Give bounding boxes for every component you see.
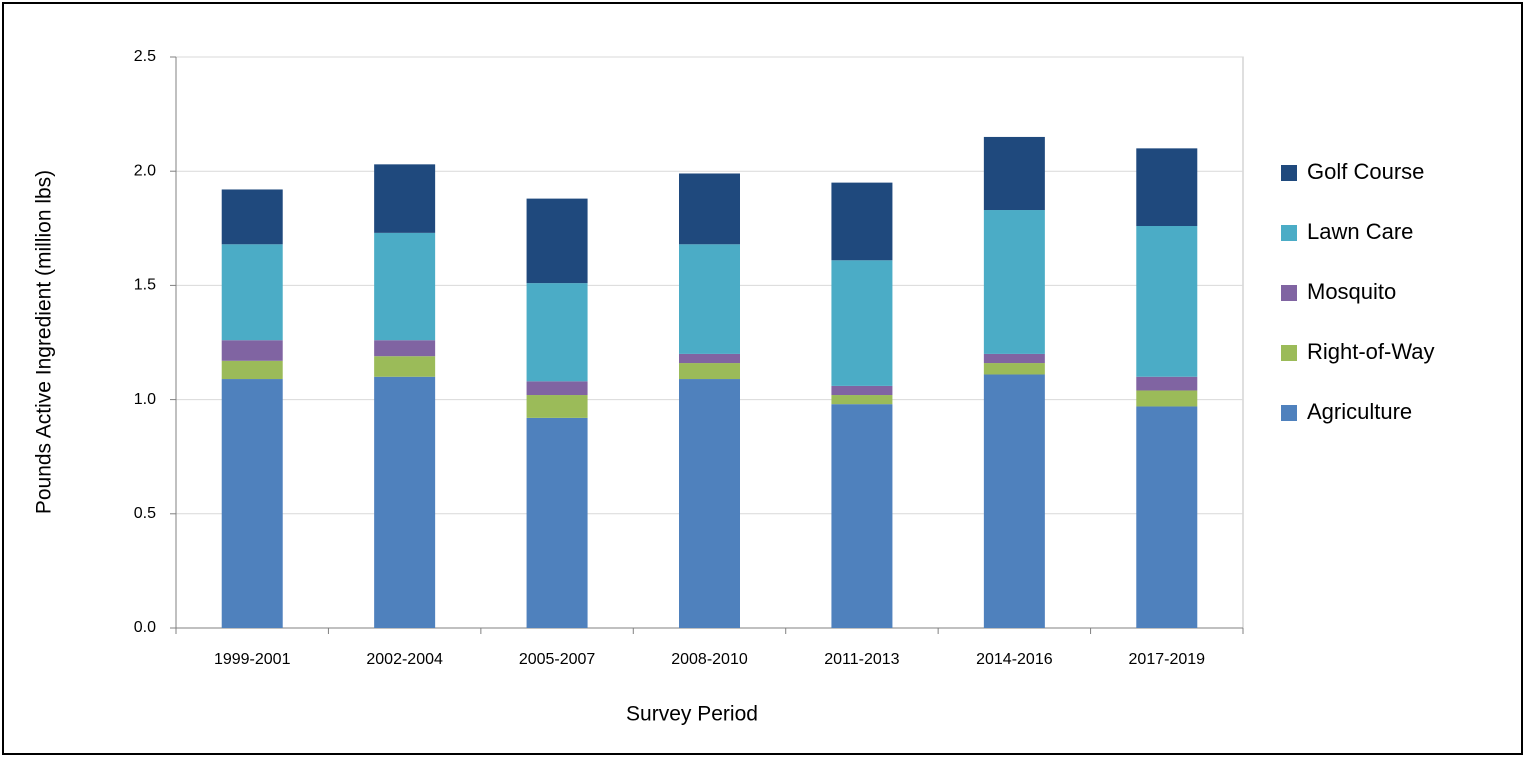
x-tick-label: 2017-2019 [1129,651,1206,668]
bar-segment [526,283,588,382]
x-tick-label: 2005-2007 [519,651,596,668]
bar-segment [1136,226,1198,377]
bar-segment [831,182,893,261]
legend-swatch [1281,165,1297,181]
bar-segment [374,232,436,341]
bar-segment [374,376,436,628]
legend-swatch [1281,225,1297,241]
bar-segment [679,353,740,364]
bar-segment [679,379,740,628]
bar-segment [526,395,588,418]
bar-segment [679,244,740,354]
bar-segment [679,363,740,380]
bar-segment [983,210,1045,354]
bar-segment [221,360,283,380]
y-tick-label: 0.5 [134,505,156,522]
bar-segment [983,136,1045,211]
bar-segment [526,381,588,396]
legend-label: Agriculture [1307,399,1412,424]
legend-label: Mosquito [1307,279,1396,304]
bar-segment [221,244,283,341]
bar-segment [374,164,436,233]
x-tick-label: 2002-2004 [366,651,443,668]
bar-segment [374,356,436,377]
x-axis-title: Survey Period [626,703,758,726]
bar-segment [1136,390,1198,407]
y-tick-label: 0.0 [134,619,156,636]
bar-segment [526,198,588,284]
bar-segment [831,395,893,405]
legend-label: Golf Course [1307,159,1424,184]
bar-segment [831,404,893,628]
bar-segment [221,340,283,361]
y-axis-title: Pounds Active Ingredient (million lbs) [33,170,56,514]
y-tick-label: 2.0 [134,162,156,179]
bar-segment [983,363,1045,375]
bar-segment [1136,148,1198,227]
legend-swatch [1281,285,1297,301]
bar-segment [221,379,283,628]
bar-segment [831,385,893,396]
bar-segment [679,173,740,245]
x-tick-label: 2011-2013 [824,651,899,668]
bar-segment [983,374,1045,628]
legend-label: Right-of-Way [1307,339,1435,364]
bar-segment [983,353,1045,364]
x-tick-label: 2014-2016 [976,651,1053,668]
bar-segment [526,417,588,628]
x-tick-label: 2008-2010 [671,651,748,668]
legend-swatch [1281,405,1297,421]
y-tick-label: 1.5 [134,277,156,294]
bar-segment [831,260,893,386]
bar-segment [374,340,436,357]
legend-label: Lawn Care [1307,219,1413,244]
legend-swatch [1281,345,1297,361]
bar-segment [1136,406,1198,628]
y-tick-label: 2.5 [134,48,156,65]
bar-segment [221,189,283,245]
y-tick-label: 1.0 [134,391,156,408]
bar-segment [1136,376,1198,391]
x-tick-label: 1999-2001 [214,651,291,668]
